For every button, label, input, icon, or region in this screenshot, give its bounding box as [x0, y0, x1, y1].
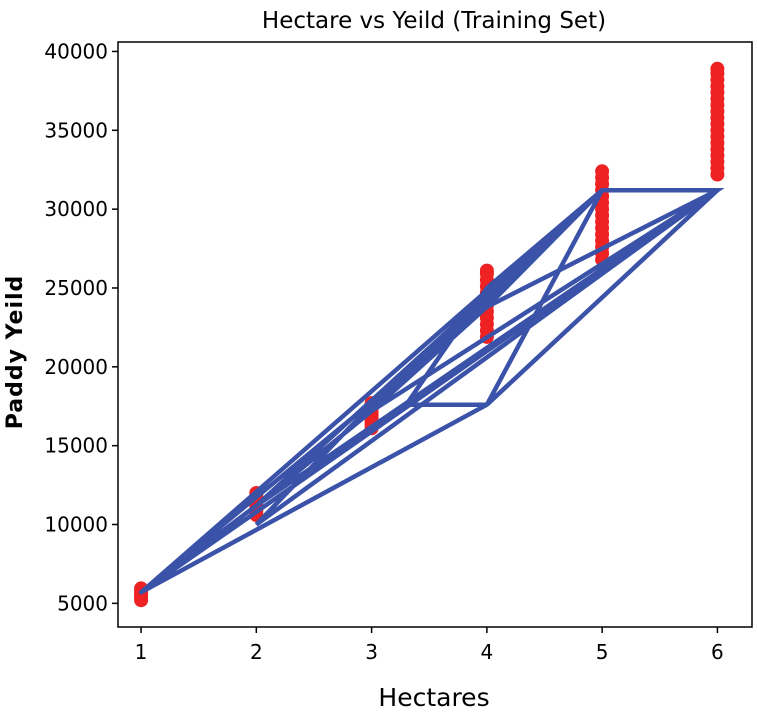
scatter-point	[710, 61, 725, 76]
x-tick-label: 1	[135, 640, 148, 664]
chart-title: Hectare vs Yeild (Training Set)	[262, 8, 606, 34]
y-tick-label: 25000	[44, 276, 108, 300]
y-tick-label: 30000	[44, 197, 108, 221]
x-tick-label: 2	[250, 640, 263, 664]
x-tick-label: 3	[365, 640, 378, 664]
x-tick-label: 6	[711, 640, 724, 664]
y-tick-label: 20000	[44, 355, 108, 379]
plot-area	[134, 61, 725, 608]
x-tick-label: 4	[481, 640, 494, 664]
x-tick-label: 5	[596, 640, 609, 664]
y-tick-label: 5000	[57, 591, 108, 615]
y-tick-label: 40000	[44, 39, 108, 63]
plot-frame	[117, 41, 753, 628]
x-axis: 1 2 3 4 5 6	[135, 627, 724, 664]
y-axis-label: Paddy Yeild	[3, 275, 28, 430]
y-tick-label: 10000	[44, 513, 108, 537]
y-axis: 5000 10000 15000 20000 25000 30000 35000 40000	[44, 39, 118, 615]
regression-line	[138, 187, 725, 595]
y-tick-label: 15000	[44, 434, 108, 458]
y-tick-label: 35000	[44, 118, 108, 142]
scatter-point	[595, 164, 610, 179]
scatter-point	[479, 263, 494, 278]
x-axis-label: Hectares	[378, 683, 489, 712]
